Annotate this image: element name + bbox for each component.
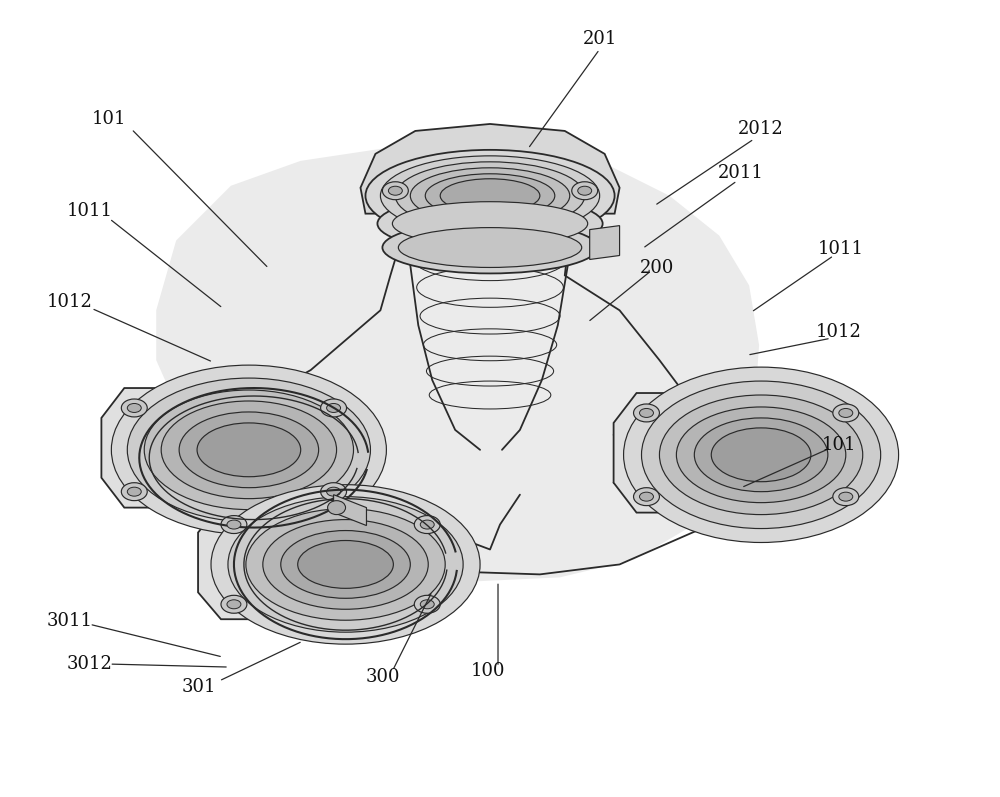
Ellipse shape xyxy=(388,186,402,195)
Ellipse shape xyxy=(642,381,881,528)
Ellipse shape xyxy=(321,483,347,501)
Ellipse shape xyxy=(380,156,600,236)
Ellipse shape xyxy=(414,595,440,613)
Polygon shape xyxy=(198,505,455,619)
Ellipse shape xyxy=(221,516,247,533)
Ellipse shape xyxy=(839,493,853,501)
Ellipse shape xyxy=(365,150,615,241)
Ellipse shape xyxy=(121,399,147,417)
Text: 2011: 2011 xyxy=(718,164,764,182)
Ellipse shape xyxy=(382,222,598,273)
Polygon shape xyxy=(334,495,366,525)
Ellipse shape xyxy=(321,399,347,417)
Ellipse shape xyxy=(420,600,434,609)
Ellipse shape xyxy=(634,488,659,505)
Ellipse shape xyxy=(197,423,301,477)
Text: 1012: 1012 xyxy=(47,293,92,312)
Ellipse shape xyxy=(227,520,241,529)
Text: 201: 201 xyxy=(582,30,617,49)
Text: 1011: 1011 xyxy=(66,202,112,220)
Ellipse shape xyxy=(127,403,141,413)
Ellipse shape xyxy=(839,409,853,418)
Ellipse shape xyxy=(694,418,828,492)
Polygon shape xyxy=(101,388,360,508)
Ellipse shape xyxy=(398,228,582,268)
Ellipse shape xyxy=(246,508,445,620)
Text: 100: 100 xyxy=(471,662,505,680)
Ellipse shape xyxy=(410,168,570,224)
Polygon shape xyxy=(590,226,620,260)
Ellipse shape xyxy=(227,600,241,609)
Ellipse shape xyxy=(127,487,141,497)
Ellipse shape xyxy=(377,196,603,252)
Text: 3012: 3012 xyxy=(66,655,112,673)
Text: 1011: 1011 xyxy=(818,240,864,257)
Ellipse shape xyxy=(144,390,354,509)
Text: 1012: 1012 xyxy=(816,324,862,341)
Polygon shape xyxy=(614,393,873,512)
Ellipse shape xyxy=(572,182,598,200)
Text: 300: 300 xyxy=(365,668,400,686)
Ellipse shape xyxy=(634,404,659,422)
Ellipse shape xyxy=(624,367,899,543)
Ellipse shape xyxy=(578,186,592,195)
Ellipse shape xyxy=(833,404,859,422)
Ellipse shape xyxy=(640,409,653,418)
Ellipse shape xyxy=(211,485,480,644)
Polygon shape xyxy=(360,124,620,214)
Ellipse shape xyxy=(179,412,319,488)
Ellipse shape xyxy=(228,497,463,632)
Ellipse shape xyxy=(327,403,341,413)
Ellipse shape xyxy=(221,595,247,613)
Ellipse shape xyxy=(676,407,846,503)
Ellipse shape xyxy=(127,378,370,521)
Ellipse shape xyxy=(121,483,147,501)
Ellipse shape xyxy=(640,493,653,501)
Ellipse shape xyxy=(328,501,346,515)
Ellipse shape xyxy=(425,174,555,218)
Ellipse shape xyxy=(833,488,859,505)
Ellipse shape xyxy=(392,202,588,245)
Ellipse shape xyxy=(111,365,386,535)
Ellipse shape xyxy=(382,182,408,200)
Text: 200: 200 xyxy=(640,260,675,277)
Ellipse shape xyxy=(711,428,811,481)
Ellipse shape xyxy=(263,520,428,609)
Ellipse shape xyxy=(659,395,863,515)
Text: 3011: 3011 xyxy=(47,612,93,630)
Ellipse shape xyxy=(395,162,585,230)
Text: 101: 101 xyxy=(92,110,127,128)
Text: 101: 101 xyxy=(822,436,856,453)
Ellipse shape xyxy=(281,531,410,599)
Ellipse shape xyxy=(420,520,434,529)
Polygon shape xyxy=(156,149,759,581)
Ellipse shape xyxy=(414,516,440,533)
Ellipse shape xyxy=(440,179,540,213)
Ellipse shape xyxy=(161,401,337,499)
Ellipse shape xyxy=(327,487,341,497)
Text: 301: 301 xyxy=(182,678,216,696)
Text: 2012: 2012 xyxy=(738,120,784,138)
Ellipse shape xyxy=(298,540,393,588)
